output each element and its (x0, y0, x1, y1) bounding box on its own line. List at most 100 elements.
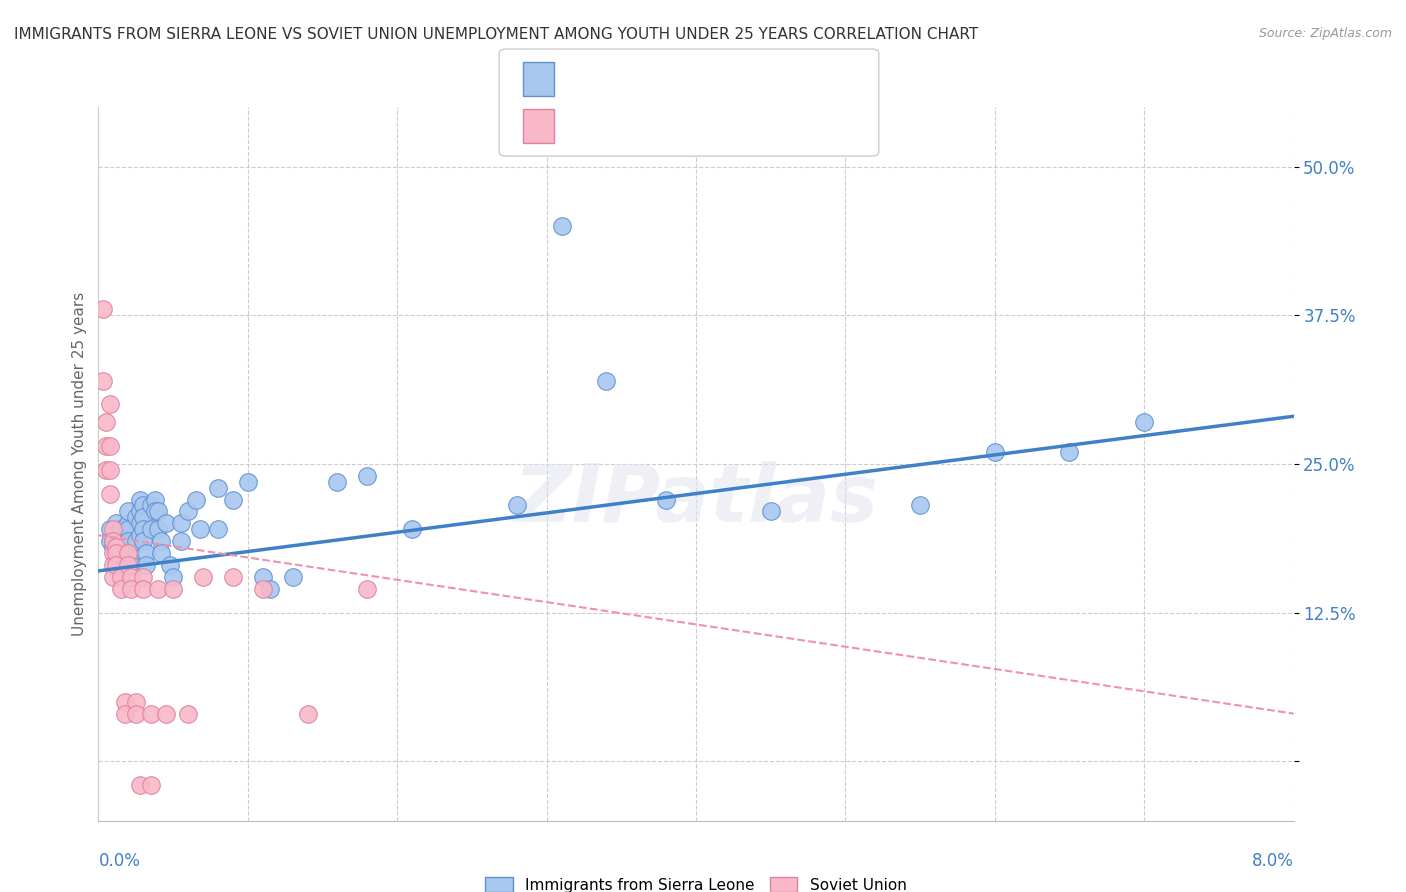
Point (132, 522, 155, 536)
Point (595, 374, 617, 388)
Point (117, 558, 139, 572)
Point (356, 468, 378, 483)
Point (1059, 445, 1081, 459)
Point (120, 570, 142, 584)
Point (103, 534, 125, 549)
Point (125, 695, 148, 709)
Point (252, 582, 274, 596)
Point (148, 504, 170, 518)
Point (356, 582, 378, 596)
Point (98, 397, 122, 411)
Point (184, 492, 207, 507)
Point (550, 219, 572, 233)
Point (117, 546, 139, 560)
Point (105, 516, 128, 531)
Point (91, 302, 114, 317)
Point (207, 522, 229, 536)
Point (222, 492, 245, 507)
Point (297, 706, 319, 721)
Point (117, 504, 139, 518)
Point (103, 558, 125, 572)
Point (120, 558, 142, 572)
Text: R =  0.352   N = 62: R = 0.352 N = 62 (565, 70, 741, 88)
Point (125, 534, 148, 549)
Point (120, 546, 142, 560)
Point (655, 492, 678, 507)
Point (135, 546, 157, 560)
Point (105, 540, 128, 554)
Point (139, 706, 162, 721)
Point (162, 570, 184, 584)
Text: R = -0.038   N = 41: R = -0.038 N = 41 (565, 117, 742, 135)
Point (191, 570, 214, 584)
Text: 8.0%: 8.0% (1251, 852, 1294, 870)
Point (110, 570, 132, 584)
Point (114, 706, 136, 721)
Point (132, 570, 155, 584)
Point (259, 582, 281, 596)
Point (281, 570, 304, 584)
Point (236, 475, 259, 489)
Point (98, 439, 122, 453)
Point (103, 522, 125, 536)
Point (129, 516, 152, 531)
Point (117, 516, 139, 531)
Point (139, 522, 162, 536)
Point (162, 582, 184, 596)
Point (110, 582, 132, 596)
Text: ZIPatlas: ZIPatlas (513, 460, 879, 539)
Point (120, 582, 142, 596)
Point (983, 445, 1005, 459)
Point (105, 558, 128, 572)
Point (132, 510, 155, 524)
Y-axis label: Unemployment Among Youth under 25 years: Unemployment Among Youth under 25 years (72, 292, 87, 636)
Point (150, 546, 173, 560)
Point (117, 522, 139, 536)
Point (125, 706, 148, 721)
Point (139, 499, 162, 513)
Point (103, 570, 125, 584)
Point (132, 499, 155, 513)
Point (94, 439, 117, 453)
Point (155, 706, 177, 721)
Point (125, 510, 148, 524)
Point (908, 499, 931, 513)
Point (117, 534, 139, 549)
Text: 0.0%: 0.0% (98, 852, 141, 870)
Point (98, 486, 122, 500)
Point (129, 492, 152, 507)
Point (401, 522, 423, 536)
Point (98, 534, 122, 549)
Point (135, 558, 157, 572)
Point (148, 582, 170, 596)
Point (103, 546, 125, 560)
Point (103, 534, 125, 549)
Point (143, 492, 166, 507)
Point (188, 522, 211, 536)
Point (177, 504, 200, 518)
Point (169, 516, 191, 531)
Text: IMMIGRANTS FROM SIERRA LEONE VS SOVIET UNION UNEMPLOYMENT AMONG YOUTH UNDER 25 Y: IMMIGRANTS FROM SIERRA LEONE VS SOVIET U… (14, 27, 979, 42)
Point (252, 570, 274, 584)
Point (94, 463, 117, 477)
Point (105, 546, 128, 560)
Point (150, 534, 173, 549)
Point (1133, 415, 1156, 429)
Point (506, 499, 529, 513)
Point (114, 695, 136, 709)
Point (110, 522, 132, 536)
Point (105, 528, 128, 542)
Text: Source: ZipAtlas.com: Source: ZipAtlas.com (1258, 27, 1392, 40)
Point (114, 546, 136, 560)
Point (148, 522, 170, 536)
Point (129, 528, 152, 542)
Point (177, 706, 200, 721)
Point (132, 582, 155, 596)
Point (110, 534, 132, 549)
Point (129, 504, 152, 518)
Point (155, 516, 177, 531)
Legend: Immigrants from Sierra Leone, Soviet Union: Immigrants from Sierra Leone, Soviet Uni… (479, 871, 912, 892)
Point (207, 481, 229, 495)
Point (94, 415, 117, 429)
Point (129, 778, 152, 792)
